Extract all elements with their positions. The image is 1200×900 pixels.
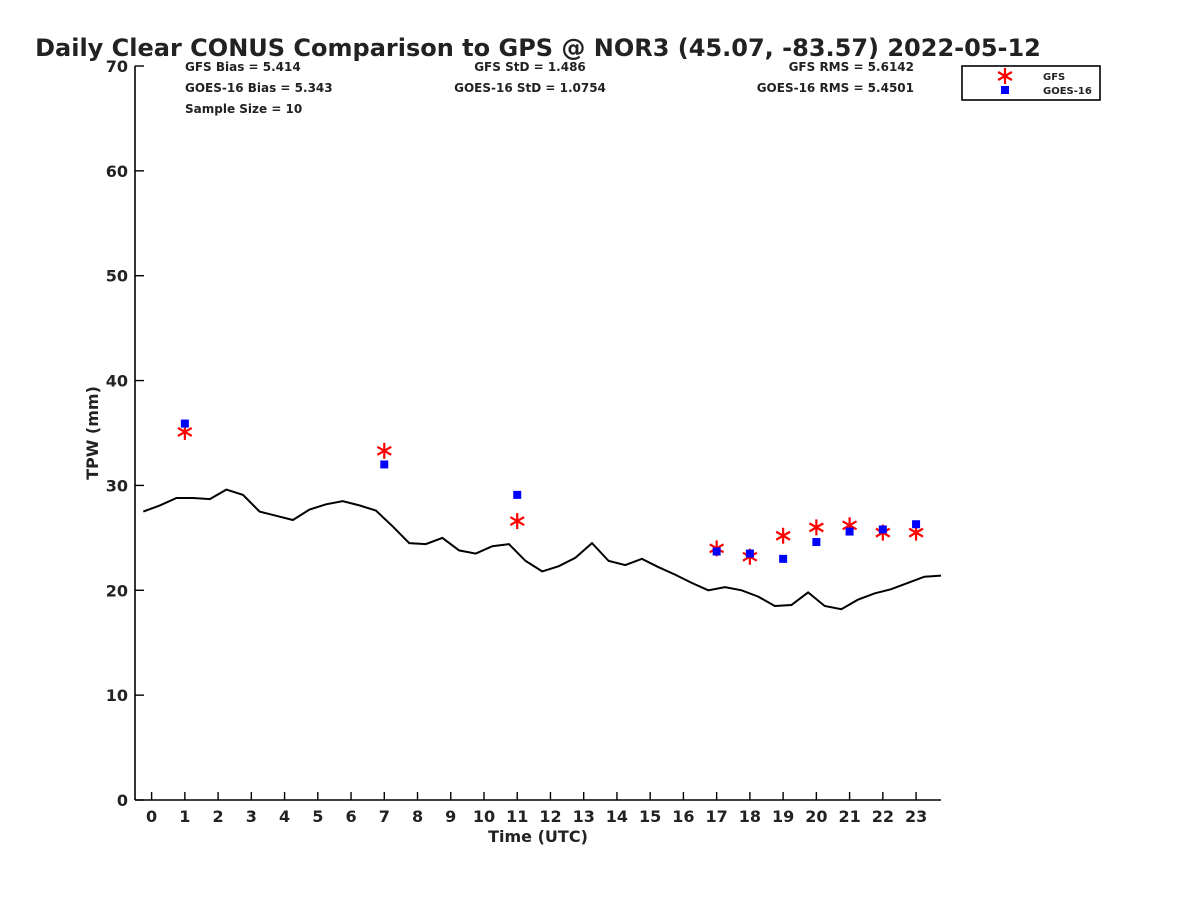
y-tick-label: 50 [106,267,128,286]
x-tick-label: 0 [146,807,157,826]
stat-gfs-std: GFS StD = 1.486 [474,60,586,74]
x-tick-label: 21 [838,807,860,826]
x-tick-label: 4 [279,807,290,826]
x-tick-label: 10 [473,807,495,826]
y-tick-label: 60 [106,162,128,181]
x-tick-label: 20 [805,807,827,826]
gps-series-line [142,488,942,611]
x-tick-label: 7 [379,807,390,826]
y-tick-label: 40 [106,372,128,391]
stat-gfs-bias: GFS Bias = 5.414 [185,60,301,74]
gfs-point [775,527,791,544]
goes-point [513,490,522,499]
goes-point [878,525,887,534]
x-tick-label: 19 [772,807,794,826]
stat-gfs-rms: GFS RMS = 5.6142 [789,60,914,74]
stat-goes-std: GOES-16 StD = 1.0754 [454,81,606,95]
x-tick-label: 22 [872,807,894,826]
x-axis-label: Time (UTC) [488,827,588,846]
stat-sample-size: Sample Size = 10 [185,102,302,116]
x-tick-label: 8 [412,807,423,826]
goes-point [380,460,389,469]
x-tick-label: 12 [539,807,561,826]
goes-point [712,547,721,556]
goes-point [812,538,821,547]
x-tick-label: 23 [905,807,927,826]
x-tick-label: 14 [606,807,628,826]
legend-goes-marker [1001,86,1009,94]
legend-gfs-marker [997,68,1013,84]
x-tick-label: 15 [639,807,661,826]
stat-goes-bias: GOES-16 Bias = 5.343 [185,81,333,95]
goes-point [912,520,921,529]
legend-goes-label: GOES-16 [1043,86,1092,97]
x-tick-label: 9 [445,807,456,826]
x-tick-label: 5 [312,807,323,826]
legend: GFS GOES-16 [961,65,1101,101]
goes-point [180,419,189,428]
x-tick-label: 18 [739,807,761,826]
goes-point [779,554,788,563]
y-tick-label: 0 [117,791,128,810]
x-tick-label: 16 [672,807,694,826]
x-tick-label: 13 [573,807,595,826]
chart-title: Daily Clear CONUS Comparison to GPS @ NO… [35,34,1041,62]
y-tick-label: 30 [106,476,128,495]
y-tick-label: 70 [106,57,128,76]
x-tick-label: 1 [179,807,190,826]
goes-point [745,549,754,558]
x-tick-label: 6 [345,807,356,826]
x-tick-label: 11 [506,807,528,826]
gfs-point [509,513,525,530]
y-tick-label: 20 [106,581,128,600]
gfs-point [808,519,824,536]
y-axis-label: TPW (mm) [83,386,102,480]
x-tick-label: 2 [213,807,224,826]
goes-point [845,527,854,536]
x-tick-label: 3 [246,807,257,826]
legend-gfs-label: GFS [1043,72,1065,83]
y-tick-label: 10 [106,686,128,705]
x-tick-label: 17 [706,807,728,826]
gfs-point [376,442,392,459]
plot-area [142,419,942,611]
legend-box [961,65,1101,101]
legend-gfs-star [997,68,1013,84]
stat-goes-rms: GOES-16 RMS = 5.4501 [757,81,914,95]
